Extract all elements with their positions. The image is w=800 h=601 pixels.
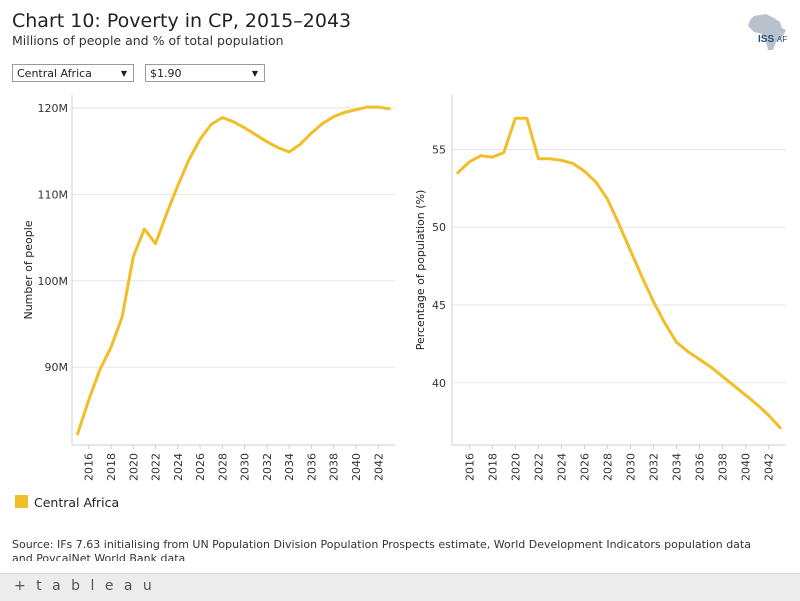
chart-subtitle: Millions of people and % of total popula… bbox=[12, 33, 284, 48]
tableau-footer: + t a b l e a u bbox=[0, 573, 800, 601]
x-tick-label: 2036 bbox=[694, 453, 707, 481]
x-tick-label: 2026 bbox=[194, 453, 207, 481]
series-line-central-africa bbox=[76, 105, 391, 436]
x-tick-label: 2028 bbox=[601, 453, 614, 481]
logo-iss-text: ISS bbox=[758, 34, 774, 45]
x-tick-label: 2024 bbox=[555, 453, 568, 481]
x-tick-label: 2016 bbox=[463, 453, 476, 481]
x-tick-label: 2016 bbox=[83, 453, 96, 481]
source-note: Source: IFs 7.63 initialising from UN Po… bbox=[12, 538, 751, 561]
region-filter-dropdown[interactable]: Central Africa ▼ bbox=[12, 64, 134, 82]
x-tick-label: 2040 bbox=[740, 453, 753, 481]
x-tick-label: 2030 bbox=[239, 453, 252, 481]
x-tick-label: 2042 bbox=[372, 453, 385, 481]
africa-map-icon bbox=[748, 14, 786, 50]
x-tick-label: 2018 bbox=[486, 453, 499, 481]
y-axis-label: Number of people bbox=[22, 220, 35, 319]
y-tick-label: 110M bbox=[38, 188, 69, 201]
legend-swatch bbox=[15, 495, 28, 508]
y-tick-label: 120M bbox=[38, 102, 69, 115]
x-tick-label: 2038 bbox=[328, 453, 341, 481]
series-line-central-africa bbox=[456, 116, 782, 430]
people-chart: 90M 100M 110M 120M 2016 2018 2020 2022 2024 2026 2… bbox=[22, 95, 395, 481]
y-tick-label: 45 bbox=[432, 299, 446, 312]
y-tick-label: 55 bbox=[432, 143, 446, 156]
y-tick-label: 40 bbox=[432, 377, 446, 390]
x-tick-label: 2020 bbox=[509, 453, 522, 481]
threshold-filter-dropdown[interactable]: $1.90 ▼ bbox=[145, 64, 265, 82]
x-tick-label: 2022 bbox=[150, 453, 163, 481]
region-filter-value: Central Africa bbox=[17, 67, 92, 80]
x-tick-label: 2020 bbox=[127, 453, 140, 481]
x-tick-label: 2034 bbox=[283, 453, 296, 481]
x-tick-label: 2040 bbox=[350, 453, 363, 481]
x-tick-label: 2034 bbox=[671, 453, 684, 481]
y-axis-label: Percentage of population (%) bbox=[414, 190, 427, 351]
x-tick-label: 2038 bbox=[717, 453, 730, 481]
legend: Central Africa bbox=[15, 495, 119, 510]
x-tick-label: 2028 bbox=[216, 453, 229, 481]
x-tick-label: 2032 bbox=[261, 453, 274, 481]
y-tick-label: 90M bbox=[45, 361, 69, 374]
legend-label: Central Africa bbox=[34, 495, 120, 510]
chevron-down-icon: ▼ bbox=[120, 69, 127, 78]
iss-africa-logo: ISS AF bbox=[748, 14, 787, 50]
threshold-filter-value: $1.90 bbox=[150, 67, 182, 80]
x-tick-label: 2026 bbox=[578, 453, 591, 481]
x-tick-label: 2042 bbox=[763, 453, 776, 481]
x-tick-label: 2030 bbox=[625, 453, 638, 481]
percentage-chart: 40 45 50 55 2016 2018 2020 2022 2024 2026 2028 2030… bbox=[414, 95, 786, 481]
y-tick-label: 50 bbox=[432, 221, 446, 234]
tableau-logo[interactable]: + t a b l e a u bbox=[14, 578, 155, 594]
logo-af-text: AF bbox=[777, 35, 787, 44]
x-tick-label: 2022 bbox=[532, 453, 545, 481]
x-tick-label: 2024 bbox=[172, 453, 185, 481]
x-tick-label: 2018 bbox=[105, 453, 118, 481]
x-tick-label: 2036 bbox=[305, 453, 318, 481]
chevron-down-icon: ▼ bbox=[251, 69, 258, 78]
y-tick-label: 100M bbox=[38, 275, 69, 288]
x-tick-label: 2032 bbox=[648, 453, 661, 481]
chart-title: Chart 10: Poverty in CP, 2015–2043 bbox=[12, 10, 352, 32]
